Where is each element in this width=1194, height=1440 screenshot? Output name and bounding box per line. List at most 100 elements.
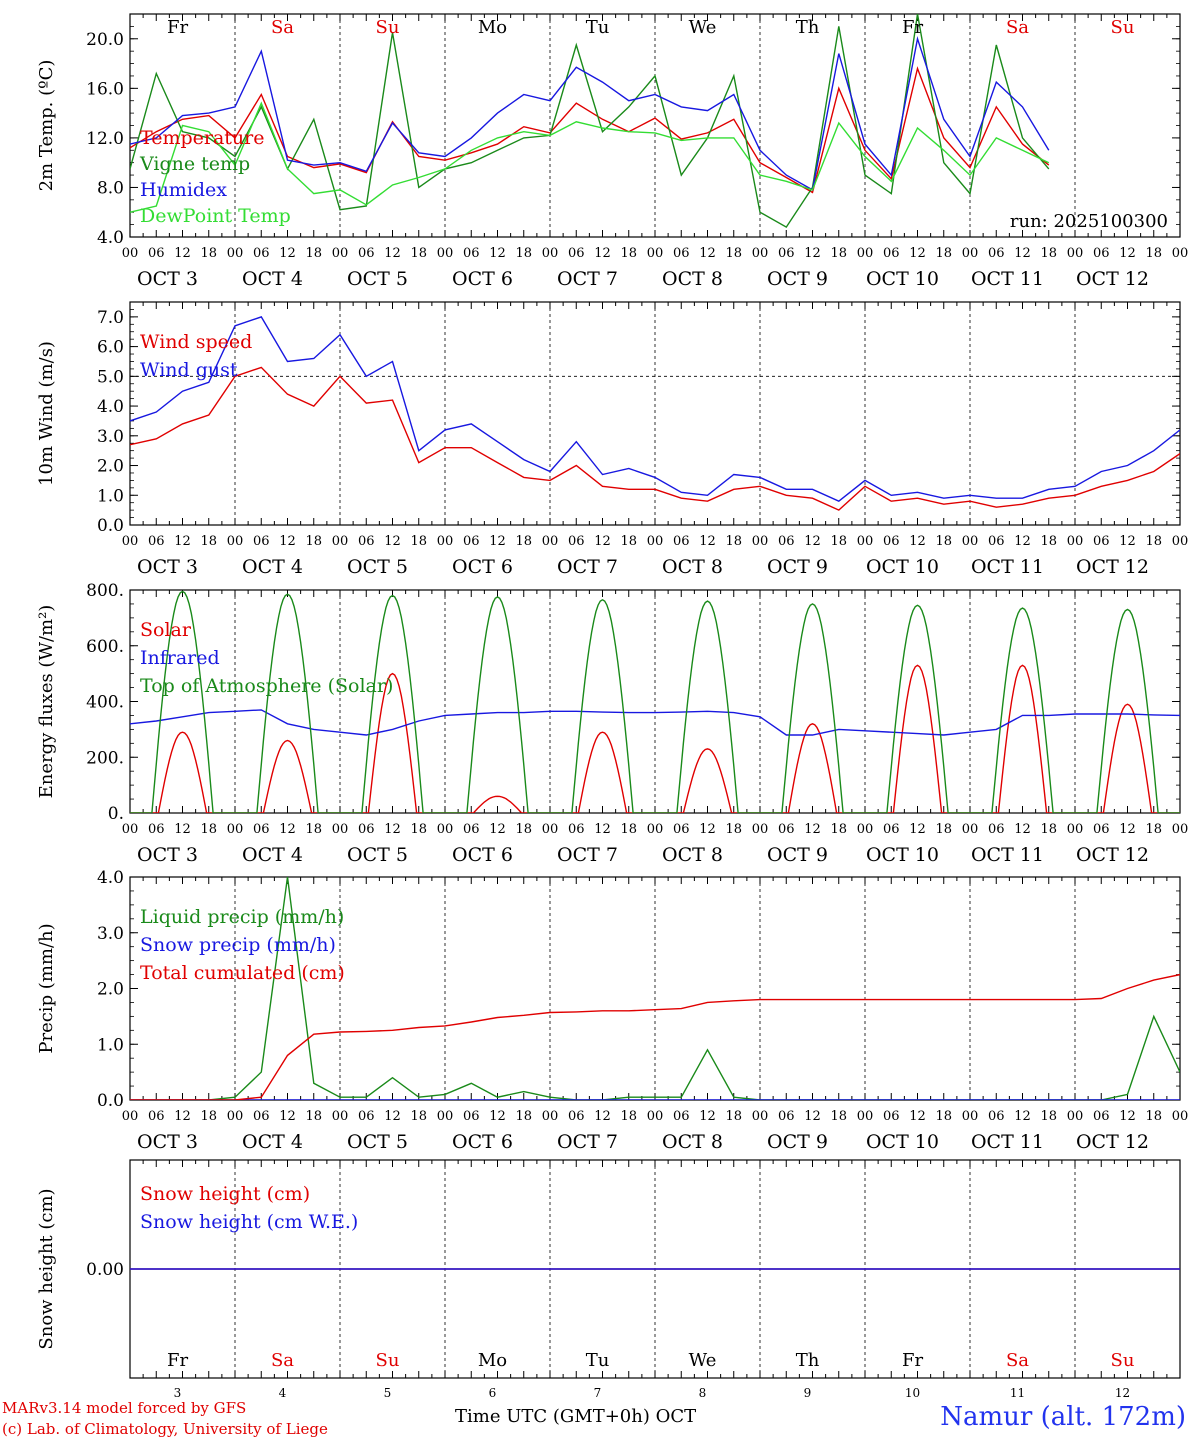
precip-hour-label: 00 (437, 1109, 454, 1124)
wind-hour-label: 06 (1093, 534, 1110, 549)
temp-series (130, 14, 1050, 229)
flux-hour-label: 06 (148, 822, 165, 837)
flux-hour-label: 18 (1145, 822, 1162, 837)
wind-hour-label: 18 (410, 534, 427, 549)
weekday-label-bottom: Sa (1006, 1350, 1029, 1371)
temp-hour-label: 00 (752, 246, 769, 261)
precip-date-label: OCT 4 (242, 1131, 303, 1153)
wind-hour-label: 18 (620, 534, 637, 549)
wind-hour-label: 12 (489, 534, 506, 549)
flux-frame (129, 589, 1181, 814)
flux-ytick-label: 200. (86, 748, 124, 768)
wind-hour-label: 00 (332, 534, 349, 549)
flux-date-label: OCT 8 (662, 844, 723, 866)
precip-hour-label: 18 (200, 1109, 217, 1124)
temp-hour-label: 00 (857, 246, 874, 261)
weekday-label-bottom: Su (1111, 1350, 1135, 1371)
flux-hour-label: 00 (1067, 822, 1084, 837)
flux-date-label: OCT 10 (866, 844, 939, 866)
precip-legend-liquid-precip-mm-h-: Liquid precip (mm/h) (140, 906, 344, 928)
temp-hour-label: 06 (253, 246, 270, 261)
wind-date-label: OCT 12 (1076, 556, 1149, 578)
temp-hour-label: 06 (988, 246, 1005, 261)
flux-hour-label: 18 (620, 822, 637, 837)
precip-date-label: OCT 8 (662, 1131, 723, 1153)
temp-series-humidex (130, 36, 1050, 191)
panel-temp: 4.0 8.0 12.0 16.0 20.0 2m Temp. (ºC) Temperatu… (36, 13, 1188, 290)
flux-date-label: OCT 5 (347, 844, 408, 866)
temp-date-label: OCT 8 (662, 268, 723, 290)
temp-hour-label: 00 (227, 246, 244, 261)
flux-hour-label: 18 (410, 822, 427, 837)
precip-hour-label: 00 (962, 1109, 979, 1124)
flux-hour-label: 18 (935, 822, 952, 837)
wind-hour-label: 12 (699, 534, 716, 549)
temp-hour-label: 18 (1040, 246, 1057, 261)
flux-hour-label: 06 (778, 822, 795, 837)
weekday-label-top: Fr (902, 17, 923, 38)
temp-date-label: OCT 9 (767, 268, 828, 290)
precip-hour-label: 00 (227, 1109, 244, 1124)
temp-hour-label: 18 (200, 246, 217, 261)
temp-hour-label: 18 (620, 246, 637, 261)
flux-hour-label: 12 (174, 822, 191, 837)
weekday-label-bottom: Th (796, 1350, 820, 1371)
flux-date-label: OCT 7 (557, 844, 618, 866)
weekday-label-top: Tu (586, 17, 610, 38)
wind-hour-label: 12 (174, 534, 191, 549)
day-number-label: 12 (1115, 1386, 1130, 1400)
wind-hour-label: 06 (358, 534, 375, 549)
wind-hour-label: 06 (988, 534, 1005, 549)
flux-ytick-label: 0. (108, 804, 124, 824)
precip-hour-label: 12 (1014, 1109, 1031, 1124)
flux-legend-top-of-atmosphere-solar-: Top of Atmosphere (Solar) (140, 675, 393, 697)
temp-legend-humidex: Humidex (140, 179, 227, 201)
flux-hour-label: 18 (1040, 822, 1057, 837)
temp-date-label: OCT 3 (137, 268, 198, 290)
wind-hour-label: 06 (568, 534, 585, 549)
wind-hour-label: 18 (305, 534, 322, 549)
wind-hour-label: 06 (883, 534, 900, 549)
panel-wind: 0.0 1.0 2.0 3.0 4.0 5.0 6.0 7.0 10m Wind (m/s) Wi… (36, 301, 1188, 578)
wind-hour-label: 12 (279, 534, 296, 549)
time-axis-title: Time UTC (GMT+0h) OCT (455, 1406, 697, 1427)
temp-hour-label: 06 (463, 246, 480, 261)
precip-series-total-cumulated-cm- (130, 973, 1180, 1100)
precip-series (130, 877, 1180, 1100)
precip-hour-label: 18 (305, 1109, 322, 1124)
precip-date-label: OCT 3 (137, 1131, 198, 1153)
precip-hour-label: 06 (1093, 1109, 1110, 1124)
temp-hour-label: 12 (489, 246, 506, 261)
precip-hour-label: 18 (620, 1109, 637, 1124)
flux-hour-label: 18 (200, 822, 217, 837)
precip-hour-label: 00 (1172, 1109, 1189, 1124)
wind-hour-label: 12 (594, 534, 611, 549)
flux-hour-label: 00 (437, 822, 454, 837)
flux-ytick-label: 600. (86, 637, 124, 657)
precip-hour-label: 00 (122, 1109, 139, 1124)
temp-date-label: OCT 5 (347, 268, 408, 290)
flux-hour-label: 18 (305, 822, 322, 837)
wind-ytick-label: 1.0 (97, 486, 124, 506)
wind-date-label: OCT 9 (767, 556, 828, 578)
wind-hour-label: 00 (542, 534, 559, 549)
day-number-label: 8 (699, 1386, 707, 1400)
weekday-label-top: Su (1111, 17, 1135, 38)
flux-hour-label: 00 (122, 822, 139, 837)
precip-hour-label: 06 (568, 1109, 585, 1124)
flux-hour-label: 00 (227, 822, 244, 837)
weekday-label-top: Sa (271, 17, 294, 38)
flux-hour-label: 18 (515, 822, 532, 837)
temp-hour-label: 18 (305, 246, 322, 261)
temp-hour-label: 00 (962, 246, 979, 261)
temp-hour-label: 18 (725, 246, 742, 261)
temp-hour-label: 12 (279, 246, 296, 261)
weekday-label-top: Fr (167, 17, 188, 38)
precip-hour-label: 12 (804, 1109, 821, 1124)
snow-legend-snow-height-cm-: Snow height (cm) (140, 1183, 310, 1205)
precip-hour-label: 00 (857, 1109, 874, 1124)
temp-date-label: OCT 10 (866, 268, 939, 290)
precip-hour-label: 18 (830, 1109, 847, 1124)
wind-hour-label: 00 (857, 534, 874, 549)
flux-hour-label: 00 (542, 822, 559, 837)
